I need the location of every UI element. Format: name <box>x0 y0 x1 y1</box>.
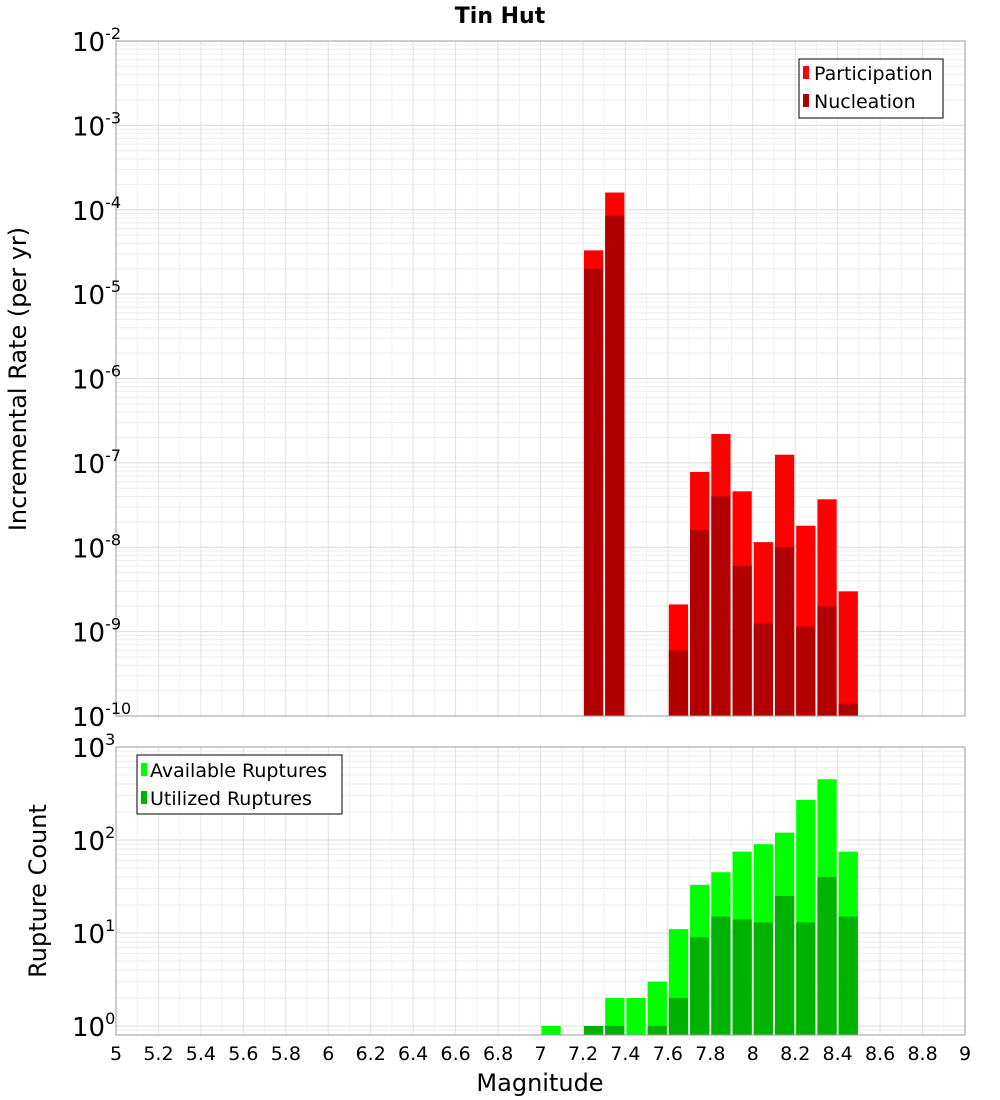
x-tick-label: 8 <box>747 1043 759 1065</box>
utilized-ruptures-bar <box>838 916 858 1035</box>
x-tick-label: 6.4 <box>398 1043 428 1065</box>
utilized-ruptures-bar <box>605 1025 625 1035</box>
x-tick-labels: 5 5.2 5.4 5.6 5.8 6 6.2 6.4 6.6 6.8 7 7.2 7.4 7.6 7.8 8… <box>110 1043 971 1065</box>
top-legend-box <box>798 58 944 119</box>
x-axis-label: Magnitude <box>476 1069 603 1097</box>
available-ruptures-bar <box>626 997 646 1035</box>
y-tick-label: 10-2 <box>72 24 121 58</box>
y-tick-label: 103 <box>72 730 115 764</box>
top-gridlines <box>115 40 966 717</box>
x-tick-label: 8.2 <box>780 1043 810 1065</box>
y-tick-label: 100 <box>72 1009 115 1043</box>
chart-title: Tin Hut <box>455 4 546 29</box>
x-tick-label: 5.8 <box>271 1043 301 1065</box>
y-tick-label: 10-10 <box>72 699 131 733</box>
bottom-plot-frame <box>115 746 966 1036</box>
x-tick-label: 9 <box>959 1043 971 1065</box>
nucleation-bar <box>732 565 752 716</box>
y-tick-label: 10-8 <box>72 530 121 564</box>
nucleation-bar <box>605 215 625 717</box>
y-tick-label: 10-6 <box>72 362 121 396</box>
nucleation-bar <box>583 268 604 716</box>
y-tick-label: 10-7 <box>72 446 121 480</box>
x-tick-label: 5.6 <box>228 1043 258 1065</box>
y-tick-label: 102 <box>72 823 115 857</box>
nucleation-bar <box>838 703 858 716</box>
x-tick-label: 8.8 <box>907 1043 937 1065</box>
top-legend: Participation Nucleation <box>798 58 944 119</box>
available-ruptures-bar <box>605 997 625 1035</box>
nucleation-bar <box>774 547 795 716</box>
legend-swatch-nucleation <box>803 94 809 107</box>
x-tick-label: 7.6 <box>653 1043 683 1065</box>
available-ruptures-bar <box>647 981 667 1035</box>
legend-label-utilized: Utilized Ruptures <box>150 788 312 810</box>
x-tick-label: 7.2 <box>568 1043 598 1065</box>
y-tick-label: 101 <box>72 916 115 950</box>
available-ruptures-bar <box>541 1025 561 1035</box>
legend-label-nucleation: Nucleation <box>814 91 916 113</box>
legend-swatch-participation <box>803 66 809 79</box>
x-tick-label: 7.4 <box>610 1043 640 1065</box>
nucleation-bar <box>668 650 689 716</box>
x-tick-label: 5 <box>110 1043 122 1065</box>
top-y-axis-label: Incremental Rate (per yr) <box>4 227 32 531</box>
legend-swatch-available <box>141 763 147 776</box>
bottom-utilized-bars <box>583 877 858 1035</box>
x-tick-label: 7.8 <box>695 1043 725 1065</box>
utilized-ruptures-bar <box>796 922 816 1035</box>
participation-bar <box>838 591 858 716</box>
bottom-y-tick-labels: 100 101 102 103 <box>72 730 115 1043</box>
y-tick-label: 10-4 <box>72 193 121 227</box>
utilized-ruptures-bar <box>647 1025 667 1035</box>
y-tick-label: 10-3 <box>72 108 121 142</box>
x-tick-label: 6.6 <box>440 1043 470 1065</box>
nucleation-bar <box>753 623 773 716</box>
utilized-ruptures-bar <box>690 937 710 1035</box>
bottom-legend: Available Ruptures Utilized Ruptures <box>136 754 343 815</box>
utilized-ruptures-bar <box>711 916 731 1035</box>
legend-label-participation: Participation <box>814 63 933 85</box>
bottom-legend-box <box>136 754 343 815</box>
top-nucleation-bars <box>583 215 858 717</box>
legend-swatch-utilized <box>141 791 147 804</box>
x-tick-label: 6 <box>322 1043 334 1065</box>
x-tick-label: 7 <box>534 1043 546 1065</box>
utilized-ruptures-bar <box>668 997 689 1035</box>
utilized-ruptures-bar <box>774 895 795 1035</box>
x-tick-label: 5.2 <box>143 1043 173 1065</box>
nucleation-bar <box>711 496 731 716</box>
top-plot-frame <box>115 40 966 717</box>
utilized-ruptures-bar <box>583 1025 604 1035</box>
utilized-ruptures-bar <box>732 919 752 1035</box>
x-tick-label: 8.6 <box>865 1043 895 1065</box>
y-tick-label: 10-5 <box>72 277 121 311</box>
x-tick-label: 5.4 <box>186 1043 216 1065</box>
y-tick-label: 10-9 <box>72 615 121 649</box>
x-tick-label: 8.4 <box>823 1043 853 1065</box>
bottom-y-axis-label: Rupture Count <box>24 804 52 978</box>
nucleation-bar <box>817 606 837 716</box>
x-tick-label: 6.8 <box>483 1043 513 1065</box>
x-tick-label: 6.2 <box>356 1043 386 1065</box>
utilized-ruptures-bar <box>817 877 837 1035</box>
legend-label-available: Available Ruptures <box>150 760 327 782</box>
nucleation-bar <box>690 530 710 716</box>
nucleation-bar <box>796 626 816 716</box>
utilized-ruptures-bar <box>753 922 773 1035</box>
